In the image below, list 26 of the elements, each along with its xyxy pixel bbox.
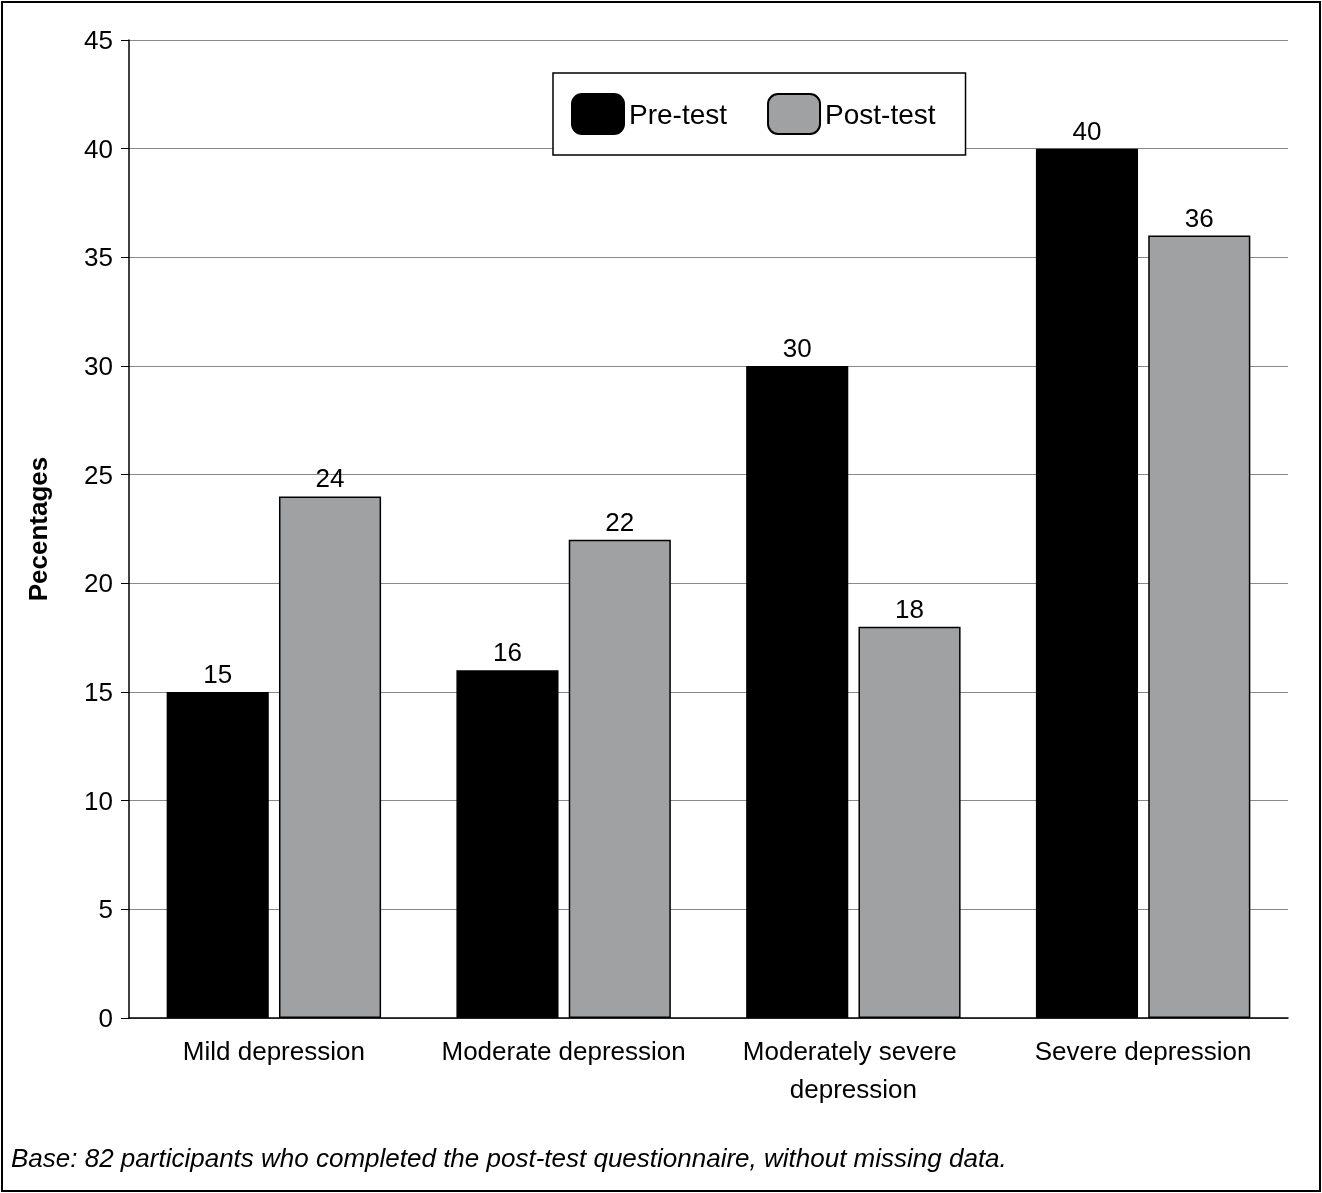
data-label: 18 (895, 593, 924, 624)
x-tick-label: Severe depression (1034, 1036, 1252, 1066)
y-tick-label: 35 (84, 242, 113, 273)
data-label: 24 (315, 463, 345, 494)
data-label: 36 (1184, 202, 1214, 233)
y-tick-label: 5 (98, 894, 113, 925)
legend-label: Post-test (825, 98, 936, 130)
y-tick-label: 15 (84, 677, 113, 707)
y-tick-label: 20 (84, 568, 113, 599)
data-label: 30 (782, 333, 812, 363)
x-tick-label: Moderate depression (441, 1036, 686, 1066)
x-tick-label: Mild depression (182, 1036, 365, 1066)
data-label: 16 (493, 637, 522, 668)
x-tick-label: Moderately severe depression (742, 1036, 964, 1104)
y-tick-label: 40 (84, 133, 113, 164)
y-tick-label: 0 (98, 1003, 113, 1033)
y-tick-label: 45 (84, 25, 113, 55)
data-label: 40 (1072, 115, 1102, 146)
y-tick-label: 10 (84, 785, 113, 816)
y-tick-label: 30 (84, 351, 113, 381)
y-tick-label: 25 (84, 459, 113, 490)
text: Base: 82 participants who completed the post-test questionnaire, without missing data. (11, 1143, 1007, 1174)
legend-label: Pre-test (629, 98, 728, 130)
data-label: 15 (203, 659, 233, 689)
y-axis-title: Pecentages (23, 456, 53, 602)
data-label: 22 (605, 506, 635, 537)
